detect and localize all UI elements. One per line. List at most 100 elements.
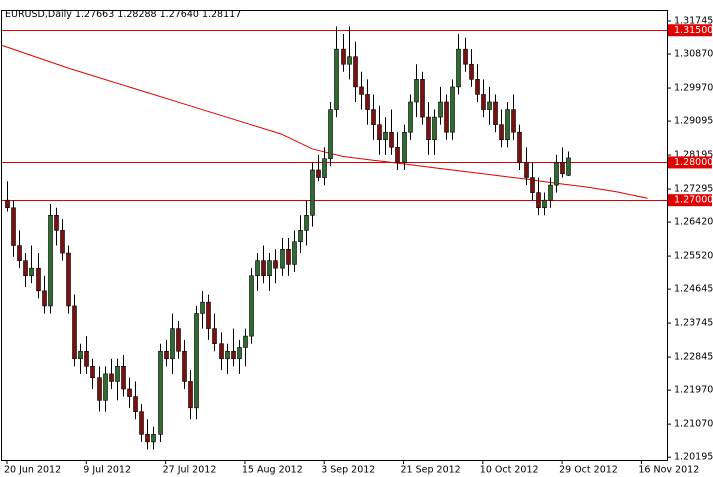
candle-47: [292, 230, 297, 272]
candle-body: [316, 169, 321, 178]
candle-76: [469, 49, 474, 87]
candle-body: [66, 252, 71, 307]
candle-28: [176, 321, 181, 359]
candle-26: [164, 339, 169, 367]
level-label-text: 1.27000: [674, 195, 713, 206]
candle-48: [298, 215, 303, 254]
candle-body: [359, 86, 364, 95]
candle-body: [432, 116, 437, 141]
candle-90: [554, 154, 559, 193]
candle-31: [194, 305, 199, 420]
candle-50: [310, 162, 315, 227]
candle-body: [48, 214, 53, 307]
x-tick-label-0: 20 Jun 2012: [4, 464, 61, 475]
candle-body: [188, 381, 193, 409]
candle-body: [517, 131, 522, 163]
candle-52: [322, 147, 327, 186]
y-tick-label-11: 1.21970: [674, 385, 713, 396]
candle-24: [151, 426, 156, 450]
candle-body: [23, 260, 28, 277]
y-tick-label-13: 1.20195: [674, 452, 713, 463]
y-tick-label-1: 1.30870: [674, 49, 713, 60]
candle-77: [475, 64, 480, 103]
candle-body: [456, 48, 461, 88]
candle-body: [237, 347, 242, 360]
x-tick-label-3: 15 Aug 2012: [242, 464, 303, 475]
candle-body: [255, 260, 260, 277]
candle-body: [328, 109, 333, 159]
candle-44: [273, 249, 278, 284]
candle-83: [511, 94, 516, 140]
candle-body: [109, 373, 114, 382]
candle-body: [194, 313, 199, 409]
y-tick-label-8: 1.24645: [674, 284, 713, 295]
candle-5: [36, 253, 41, 299]
level-label-text: 1.28000: [674, 157, 713, 168]
candle-body: [261, 260, 266, 277]
y-tick-label-2: 1.29970: [674, 83, 713, 94]
candle-54: [334, 26, 339, 118]
candle-body: [158, 350, 163, 435]
y-tick-label-0: 1.31745: [674, 16, 713, 27]
candle-36: [225, 343, 230, 374]
candle-body: [536, 192, 541, 209]
candle-23: [145, 419, 150, 450]
candle-61: [377, 105, 382, 155]
candle-body: [139, 411, 144, 435]
candle-67: [414, 64, 419, 118]
candle-64: [395, 132, 400, 170]
candle-74: [456, 34, 461, 95]
y-tick-label-9: 1.23745: [674, 318, 713, 329]
candle-body: [42, 290, 47, 307]
candle-27: [170, 313, 175, 374]
candle-38: [237, 339, 242, 374]
candle-80: [493, 94, 498, 133]
candle-body: [395, 147, 400, 163]
candle-7: [48, 203, 53, 314]
candle-70: [432, 109, 437, 155]
candle-body: [225, 350, 230, 360]
candle-78: [481, 79, 486, 118]
candle-body: [292, 241, 297, 265]
candle-40: [249, 268, 254, 344]
y-tick-label-7: 1.25520: [674, 251, 713, 262]
candle-body: [90, 366, 95, 378]
candle-body: [72, 305, 77, 360]
candle-body: [505, 109, 510, 141]
candle-body: [133, 396, 138, 412]
candle-6: [42, 275, 47, 314]
level-label-2: 1.27000: [668, 194, 713, 207]
candle-body: [11, 207, 16, 246]
header-close: 1.28117: [202, 9, 241, 20]
candle-12: [78, 343, 83, 374]
candle-4: [29, 245, 34, 284]
candle-73: [450, 79, 455, 140]
candle-body: [426, 116, 431, 141]
candle-33: [206, 294, 211, 340]
candle-body: [554, 162, 559, 186]
candle-body: [97, 377, 102, 401]
candle-body: [463, 48, 468, 65]
candle-46: [286, 237, 291, 276]
candle-91: [560, 147, 565, 178]
candle-body: [231, 350, 236, 360]
candle-body: [524, 162, 529, 178]
candle-29: [182, 339, 187, 390]
candle-2: [17, 230, 22, 269]
candle-body: [383, 131, 388, 141]
candle-84: [517, 124, 522, 170]
candle-53: [328, 102, 333, 167]
level-label-text: 1.31500: [674, 25, 713, 36]
candle-body: [347, 56, 352, 65]
level-label-bg: [668, 194, 712, 207]
candle-42: [261, 245, 266, 284]
y-tick-label-6: 1.26420: [674, 217, 713, 228]
candle-body: [511, 109, 516, 133]
candle-10: [66, 245, 71, 314]
candle-body: [402, 131, 407, 163]
candle-body: [182, 350, 187, 382]
candle-72: [444, 94, 449, 140]
candle-body: [298, 230, 303, 243]
candle-body: [481, 94, 486, 110]
